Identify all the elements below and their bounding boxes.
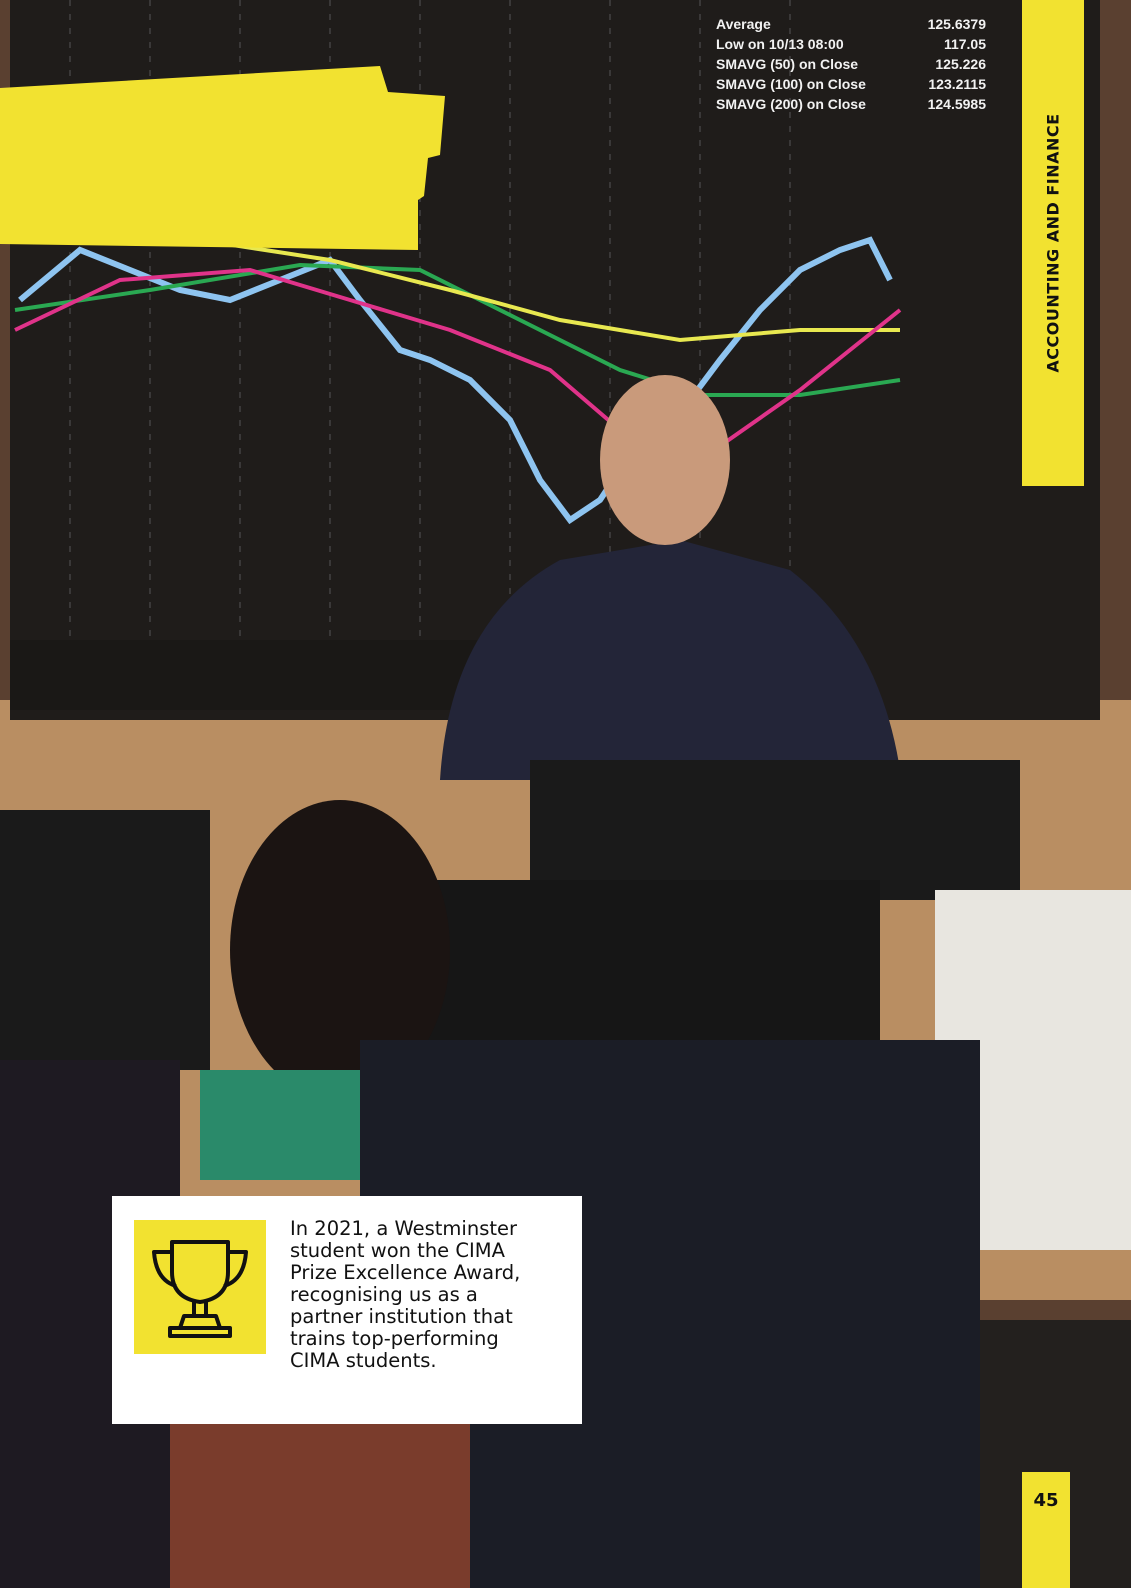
presenter-head (600, 375, 730, 545)
legend-row: SMAVG (100) on Close 123.2115 (716, 74, 986, 94)
legend-value: 124.5985 (928, 94, 986, 114)
page: Average125.6379Low on 10/13 08:00117.05S… (0, 0, 1131, 1588)
page-number-box: 45 (1022, 1472, 1070, 1588)
foreground-blur (170, 1420, 470, 1588)
page-number: 45 (1022, 1490, 1070, 1511)
callout-line: partner institution that (290, 1306, 520, 1328)
monitor (530, 760, 1020, 900)
callout-line: recognising us as a (290, 1284, 520, 1306)
section-tab: ACCOUNTING AND FINANCE (1022, 0, 1084, 486)
legend-row: Low on 10/13 08:00 117.05 (716, 34, 986, 54)
icon-box (134, 1220, 266, 1354)
legend-label: SMAVG (50) on Close (716, 54, 858, 74)
legend-value: 125.226 (935, 54, 986, 74)
legend-row: SMAVG (50) on Close 125.226 (716, 54, 986, 74)
callout-line: trains top-performing (290, 1328, 520, 1350)
student-jumper (200, 1070, 380, 1180)
legend-row: SMAVG (200) on Close 124.5985 (716, 94, 986, 114)
legend-value: 117.05 (944, 34, 986, 54)
taskbar (10, 640, 480, 710)
callout-line: In 2021, a Westminster (290, 1218, 520, 1240)
monitor (420, 880, 880, 1060)
brush-stroke (0, 66, 445, 250)
monitor (0, 810, 210, 1070)
callout-line: student won the CIMA (290, 1240, 520, 1262)
legend-label: Average (716, 14, 771, 34)
legend-value: 123.2115 (928, 74, 986, 94)
legend-row: Average 125.6379 (716, 14, 986, 34)
legend-value: 125.6379 (928, 14, 986, 34)
trophy-icon (134, 1220, 266, 1354)
legend-label: SMAVG (100) on Close (716, 74, 866, 94)
callout-line: Prize Excellence Award, (290, 1262, 520, 1284)
legend-label: SMAVG (200) on Close (716, 94, 866, 114)
callout-line: CIMA students. (290, 1350, 520, 1372)
legend-label: Low on 10/13 08:00 (716, 34, 844, 54)
section-tab-label: ACCOUNTING AND FINANCE (1044, 113, 1063, 372)
